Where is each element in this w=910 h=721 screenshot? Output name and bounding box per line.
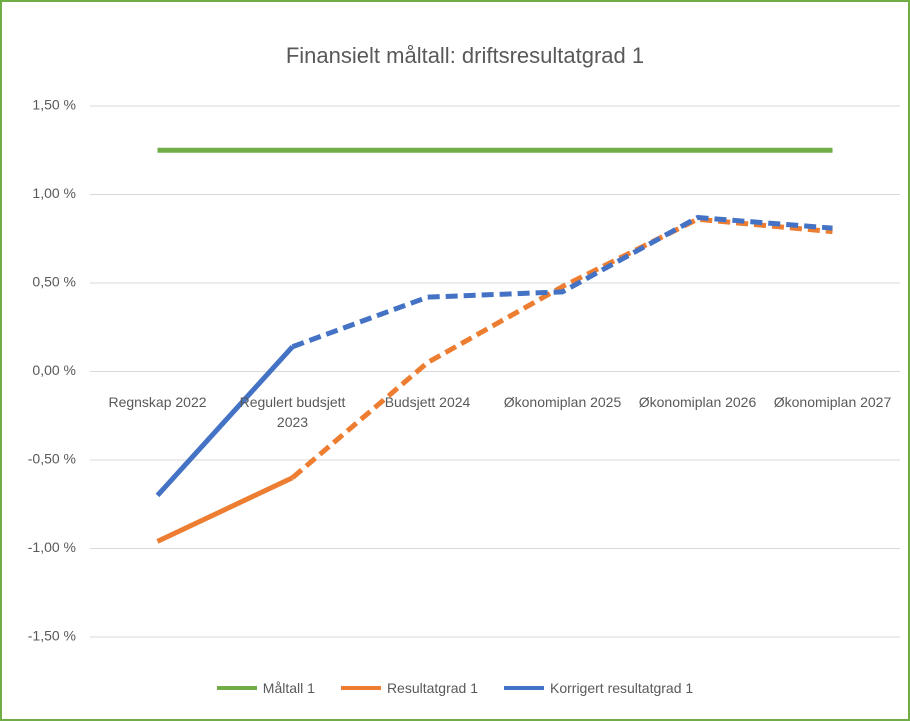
legend-label: Korrigert resultatgrad 1 [550, 680, 694, 696]
x-tick-label: Regulert budsjett 2023 [239, 393, 346, 430]
series-line [290, 216, 833, 480]
y-tick-label: 0,00 % [32, 362, 76, 378]
y-tick-label: 1,50 % [32, 97, 76, 113]
legend-swatch [216, 686, 257, 690]
legend-label: Resultatgrad 1 [386, 680, 478, 696]
legend-item: Måltall 1 [216, 680, 315, 696]
y-tick-label: -1,00 % [28, 539, 76, 555]
legend: Måltall 1 Resultatgrad 1 Korrigert resulta… [2, 680, 908, 696]
y-tick-label: 0,50 % [32, 274, 76, 290]
x-tick-label: Økonomiplan 2027 [773, 393, 892, 410]
y-tick-label: 1,00 % [32, 185, 76, 201]
series-line [291, 215, 833, 350]
legend-item: Korrigert resultatgrad 1 [504, 680, 693, 696]
legend-item: Resultatgrad 1 [340, 680, 478, 696]
chart-title: Finansielt måltall: driftsresultatgrad 1 [286, 43, 644, 68]
series-line [155, 345, 295, 498]
y-tick-label: -1,50 % [28, 628, 76, 644]
legend-label: Måltall 1 [262, 680, 315, 696]
x-tick-label: Økonomiplan 2026 [638, 393, 757, 410]
series-line [156, 475, 294, 544]
x-tick-label: Økonomiplan 2025 [503, 393, 622, 410]
x-tick-label: Regnskap 2022 [108, 393, 207, 410]
legend-swatch [504, 686, 544, 690]
legend-swatch [340, 686, 381, 690]
x-tick-label: Budsjett 2024 [384, 393, 471, 410]
y-tick-label: -0,50 % [28, 451, 76, 467]
